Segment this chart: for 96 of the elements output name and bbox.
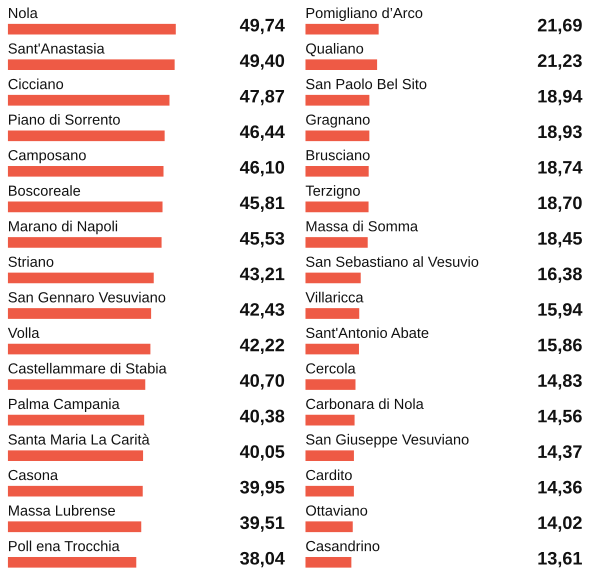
y-tick-label: Massa di Somma [306, 220, 418, 232]
y-tick-label: Piano di Sorrento [8, 114, 120, 125]
bar [305, 272, 361, 284]
data-label: 14,36 [538, 480, 582, 496]
bar [305, 486, 354, 497]
data-label: 15,86 [538, 338, 582, 354]
bar [8, 237, 162, 248]
y-tick-label: Villaricca [305, 292, 364, 302]
data-label: 15,94 [538, 303, 582, 318]
y-tick-label: San Paolo Bel Sito [306, 78, 426, 90]
y-tick-label: Boscoreale [8, 185, 80, 196]
data-label: 49,40 [240, 54, 284, 70]
data-label: 46,10 [240, 160, 284, 176]
data-label: 14,56 [538, 410, 582, 426]
bar [305, 166, 369, 177]
bar [305, 24, 379, 34]
data-label: 18,74 [538, 160, 582, 176]
data-label: 40,70 [240, 374, 284, 390]
bar [305, 59, 378, 70]
y-tick-label: Gragnano [306, 114, 370, 128]
data-label: 14,83 [538, 374, 582, 390]
data-label: 18,93 [538, 125, 582, 141]
bar [305, 308, 360, 319]
y-tick-label: Poll ena Trocchia [8, 540, 120, 552]
data-label: 42,22 [240, 338, 284, 354]
data-label: 21,23 [538, 54, 582, 70]
data-label: 39,51 [240, 516, 284, 532]
y-tick-label: Santa Maria La Carità [8, 434, 150, 445]
data-label: 42,43 [240, 303, 284, 318]
y-tick-label: Cardito [306, 469, 352, 480]
bar [305, 344, 359, 354]
data-label: 14,02 [538, 516, 582, 532]
data-label: 39,95 [240, 480, 284, 496]
bar [305, 521, 353, 532]
data-label: 43,21 [240, 268, 284, 283]
y-tick-label: Brusciano [306, 150, 370, 160]
bar [8, 94, 170, 106]
bar [8, 450, 144, 461]
data-label: 45,81 [240, 196, 284, 212]
y-tick-label: Casona [8, 470, 58, 480]
data-label: 21,69 [538, 18, 582, 34]
y-tick-label: Striano [8, 256, 54, 267]
y-tick-label: Carbonara di Nola [306, 398, 424, 410]
y-tick-label: Ottaviano [306, 505, 368, 516]
bar [305, 130, 370, 142]
bar [8, 414, 144, 426]
bar [305, 450, 354, 461]
data-label: 13,61 [538, 552, 582, 568]
y-tick-label: Palma Campania [8, 398, 120, 412]
bar [305, 237, 368, 248]
y-tick-label: Sant'Antonio Abate [306, 327, 428, 338]
y-tick-label: Castellammare di Stabia [8, 362, 167, 374]
y-tick-label: San Sebastiano al Vesuvio [306, 256, 478, 267]
y-tick-label: Volla [8, 327, 40, 338]
bar [305, 94, 370, 106]
bar [8, 272, 154, 284]
bar [305, 414, 355, 426]
y-tick-label: Cercola [306, 362, 356, 374]
y-tick-label: San Gennaro Vesuviano [8, 292, 166, 302]
bar [8, 379, 146, 390]
data-label: 38,04 [240, 552, 285, 568]
data-label: 18,94 [538, 90, 582, 106]
bar [8, 59, 175, 70]
y-tick-label: Cicciano [8, 78, 64, 90]
data-label: 16,38 [538, 268, 582, 283]
data-label: 47,87 [240, 90, 284, 106]
y-tick-label: Nola [8, 7, 38, 18]
bar [305, 202, 369, 212]
data-label: 49,74 [240, 18, 285, 34]
bar [8, 24, 176, 34]
data-label: 40,05 [240, 445, 284, 461]
y-tick-label: Casandrino [306, 540, 380, 552]
data-label: 18,70 [538, 196, 582, 212]
bar [8, 130, 165, 142]
bar [305, 556, 352, 568]
data-label: 45,53 [240, 232, 284, 248]
y-tick-label: Sant'Anastasia [8, 42, 105, 54]
y-tick-label: Pomigliano d’Arco [306, 7, 422, 22]
bar [305, 379, 356, 390]
y-tick-label: Terzigno [306, 185, 360, 199]
y-tick-label: Camposano [8, 150, 86, 164]
y-tick-label: Massa Lubrense [8, 505, 115, 516]
data-label: 40,38 [240, 410, 284, 426]
bar [8, 344, 150, 354]
bar [8, 556, 136, 568]
data-label: 18,45 [538, 232, 582, 248]
data-label: 14,37 [538, 445, 582, 461]
y-tick-label: Marano di Napoli [8, 220, 118, 234]
y-tick-label: Qualiano [306, 42, 364, 56]
bar [8, 202, 163, 212]
bar [8, 521, 142, 532]
bar [8, 308, 152, 319]
bar [8, 486, 143, 497]
y-tick-label: San Giuseppe Vesuviano [306, 434, 469, 448]
data-label: 46,44 [240, 125, 285, 141]
bar [8, 166, 164, 177]
